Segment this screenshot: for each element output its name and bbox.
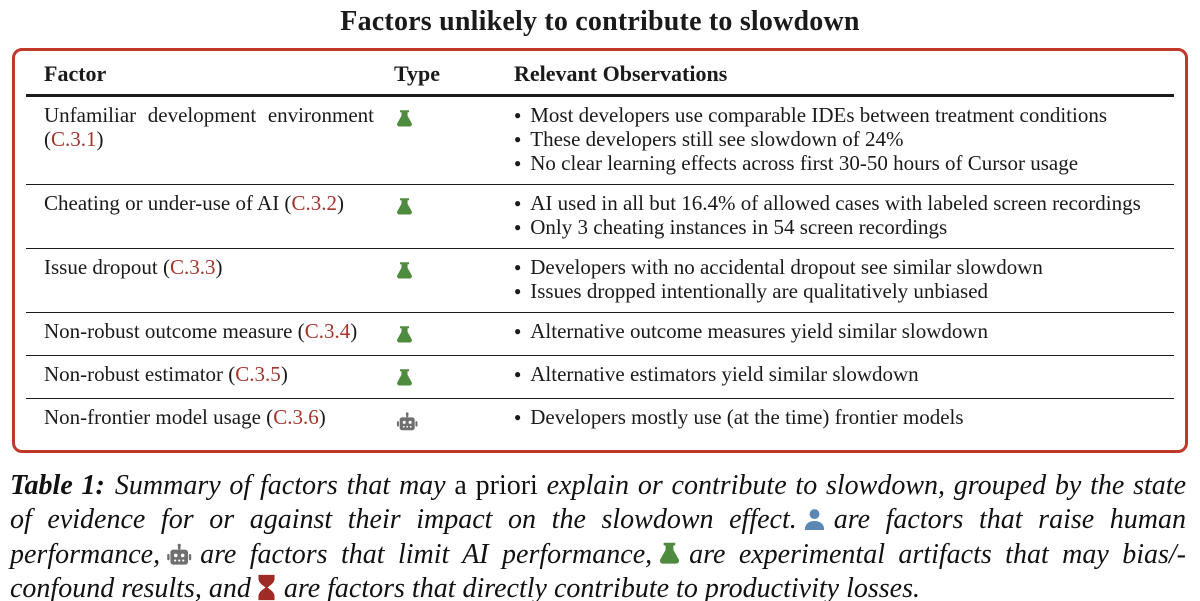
column-header-type: Type [388, 55, 506, 97]
bullet-marker: ● [514, 284, 522, 298]
bullet-marker: ● [514, 410, 522, 425]
table-row: Non-robust estimator (C.3.5) ● Alternativ… [26, 355, 1174, 399]
bullet-marker: ● [514, 324, 522, 338]
observation-item: ● AI used in all but 16.4% of allowed cas… [514, 191, 1168, 215]
section-ref-link[interactable]: C.3.3 [169, 255, 216, 279]
flask-icon [394, 196, 415, 218]
caption-label: Table 1: [10, 469, 105, 501]
table-row: Non-robust outcome measure (C.3.4) ● Alte… [26, 311, 1174, 356]
bullet-marker: ● [514, 132, 522, 146]
factor-text: ) [280, 362, 288, 387]
bullet-marker: ● [514, 367, 522, 382]
observation-text: No clear learning effects across first 3… [530, 151, 1079, 175]
table-row: Issue dropout (C.3.3) ● Developers with n… [26, 248, 1174, 313]
factor-text: ) [318, 405, 326, 430]
bullet-marker: ● [514, 156, 522, 170]
factor-text: Unfamiliar development environment ( [44, 103, 374, 151]
type-cell [388, 398, 506, 442]
caption-text: are experimental artifacts that may bias… [10, 538, 1186, 601]
robot-icon [164, 542, 194, 568]
factor-cell: Cheating or under-use of AI (C.3.2) [26, 184, 388, 249]
observations-cell: ● Alternative estimators yield similar sl… [506, 355, 1174, 399]
factor-cell: Non-robust outcome measure (C.3.4) [26, 311, 388, 356]
column-header-observations: Relevant Observations [506, 55, 1174, 97]
observation-item: ● Alternative outcome measures yield simi… [514, 319, 1168, 343]
observation-text: Developers with no accidental dropout se… [530, 255, 1043, 279]
observation-item: ● These developers still see slowdown of … [514, 127, 1168, 151]
bullet-marker: ● [514, 108, 522, 122]
observation-text: Alternative estimators yield similar slo… [530, 362, 919, 387]
section-ref-link[interactable]: C.3.2 [291, 191, 337, 215]
section-ref-link[interactable]: C.3.6 [273, 405, 319, 430]
flask-icon [394, 367, 415, 389]
type-cell [388, 96, 506, 185]
factor-text: Issue dropout ( [44, 255, 170, 279]
observation-text: Most developers use comparable IDEs betw… [530, 103, 1107, 127]
caption-text-roman: a priori [454, 469, 538, 501]
hourglass-icon [255, 573, 278, 601]
observation-item: ● Issues dropped intentionally are qualit… [514, 279, 1168, 303]
observations-cell: ● Alternative outcome measures yield simi… [506, 311, 1174, 356]
observations-cell: ● AI used in all but 16.4% of allowed cas… [506, 184, 1174, 249]
observation-text: Only 3 cheating instances in 54 screen r… [530, 215, 948, 239]
caption-text: are factors that directly contribute to … [283, 573, 920, 601]
factor-text: Non-robust estimator ( [44, 362, 236, 387]
observation-item: ● Developers with no accidental dropout s… [514, 255, 1168, 279]
type-cell [388, 311, 506, 356]
robot-icon [394, 411, 420, 433]
person-icon [801, 506, 828, 533]
caption-text: are factors that raise human performance… [10, 504, 1187, 570]
factor-text: ) [96, 127, 104, 151]
flask-icon [394, 260, 415, 282]
observations-cell: ● Developers mostly use (at the time) fro… [506, 398, 1174, 442]
factor-cell: Non-frontier model usage (C.3.6) [26, 398, 388, 442]
table-row: Cheating or under-use of AI (C.3.2) ● AI … [26, 184, 1174, 249]
flask-icon [656, 540, 683, 568]
observation-text: Developers mostly use (at the time) fron… [530, 405, 964, 430]
observation-item: ● Developers mostly use (at the time) fro… [514, 405, 1168, 429]
table-caption: Table 1: Summary of factors that may a pr… [10, 469, 1186, 601]
table-header-row: Factor Type Relevant Observations [26, 55, 1174, 97]
section-ref-link[interactable]: C.3.1 [51, 127, 97, 151]
factor-text: ) [215, 255, 223, 279]
factor-text: Cheating or under-use of AI ( [44, 191, 292, 215]
bullet-marker: ● [514, 196, 522, 210]
bullet-marker: ● [514, 220, 522, 234]
observations-cell: ● Most developers use comparable IDEs bet… [506, 96, 1174, 185]
observations-cell: ● Developers with no accidental dropout s… [506, 248, 1174, 313]
caption-text: Summary of factors that may [114, 469, 446, 501]
type-cell [388, 355, 506, 399]
observation-item: ● Alternative estimators yield similar sl… [514, 362, 1168, 386]
section-ref-link[interactable]: C.3.5 [235, 362, 281, 387]
bullet-marker: ● [514, 260, 522, 274]
flask-icon [394, 324, 415, 346]
section-ref-link[interactable]: C.3.4 [304, 319, 351, 343]
observation-text: Issues dropped intentionally are qualita… [530, 279, 989, 303]
observation-text: Alternative outcome measures yield simil… [530, 319, 989, 343]
factor-text: ) [336, 191, 344, 215]
flask-icon [394, 108, 415, 130]
table-row: Non-frontier model usage (C.3.6) ● Develo… [26, 398, 1174, 442]
caption-text: are factors that limit AI performance, [200, 538, 653, 570]
figure-title: Factors unlikely to contribute to slowdo… [340, 6, 860, 37]
factor-text: Non-frontier model usage ( [44, 405, 274, 430]
table-row: Unfamiliar development environment (C.3.… [26, 96, 1174, 185]
factors-table: Factor Type Relevant Observations Unfami… [26, 55, 1174, 442]
observation-item: ● Only 3 cheating instances in 54 screen … [514, 215, 1168, 239]
factor-text: ) [350, 319, 358, 343]
table-box: Factor Type Relevant Observations Unfami… [12, 48, 1188, 453]
observation-text: These developers still see slowdown of 2… [530, 127, 904, 151]
observation-item: ● No clear learning effects across first … [514, 151, 1168, 175]
factor-cell: Non-robust estimator (C.3.5) [26, 355, 388, 399]
type-cell [388, 184, 506, 249]
column-header-factor: Factor [26, 55, 388, 97]
caption-text: explain or contribute to slowdown, group… [10, 469, 1187, 536]
observation-text: AI used in all but 16.4% of allowed case… [530, 191, 1141, 215]
type-cell [388, 248, 506, 313]
factor-cell: Unfamiliar development environment (C.3.… [26, 96, 388, 185]
factor-cell: Issue dropout (C.3.3) [26, 248, 388, 313]
factor-text: Non-robust outcome measure ( [44, 319, 305, 343]
observation-item: ● Most developers use comparable IDEs bet… [514, 103, 1168, 127]
